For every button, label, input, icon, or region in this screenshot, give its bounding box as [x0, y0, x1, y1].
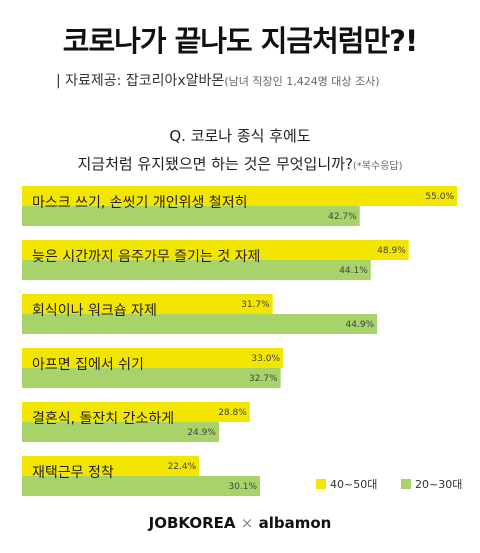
bar-age20-30-0 — [22, 206, 360, 226]
value-label-1-1: 44.1% — [339, 266, 368, 276]
bar-age20-30-3 — [22, 368, 281, 388]
logo-separator: × — [240, 514, 254, 532]
value-label-1-3: 32.7% — [249, 374, 278, 384]
value-label-1-4: 24.9% — [187, 428, 216, 438]
legend-label-1: 20~30대 — [415, 478, 462, 491]
legend-swatch-1 — [401, 479, 411, 489]
source-detail: (남녀 직장인 1,424명 대상 조사) — [224, 75, 380, 88]
value-label-0-2: 31.7% — [241, 300, 270, 310]
bar-age40-50-3 — [22, 348, 283, 368]
bar-age40-50-1 — [22, 240, 409, 260]
question-line2-wrap: 지금처럼 유지됐으면 하는 것은 무엇입니까?(*복수응답) — [0, 150, 480, 181]
category-label-4: 결혼식, 돌잔치 간소하게 — [32, 411, 174, 427]
category-label-1: 늦은 시간까지 음주가무 즐기는 것 자제 — [32, 249, 260, 265]
question-line2: 지금처럼 유지됐으면 하는 것은 무엇입니까? — [77, 155, 353, 173]
bar-age40-50-4 — [22, 402, 250, 422]
value-label-0-3: 33.0% — [251, 354, 280, 364]
value-label-1-0: 42.7% — [328, 212, 357, 222]
legend-swatch-0 — [316, 479, 326, 489]
value-label-0-5: 22.4% — [168, 462, 197, 472]
value-label-1-2: 44.9% — [346, 320, 375, 330]
value-label-0-1: 48.9% — [377, 246, 406, 256]
bar-age40-50-5 — [22, 456, 200, 476]
value-label-1-5: 30.1% — [228, 482, 257, 492]
question-block: Q. 코로나 종식 후에도 지금처럼 유지됐으면 하는 것은 무엇입니까?(*복… — [0, 122, 480, 181]
jobkorea-logo: JOBKOREA — [148, 514, 236, 532]
category-label-0: 마스크 쓰기, 손씻기 개인위생 철저히 — [32, 195, 247, 211]
question-line1: Q. 코로나 종식 후에도 — [169, 127, 311, 145]
bar-age20-30-4 — [22, 422, 219, 442]
albamon-logo: albamon — [258, 514, 332, 532]
value-label-0-4: 28.8% — [218, 408, 247, 418]
bar-age20-30-1 — [22, 260, 371, 280]
bar-age20-30-2 — [22, 314, 378, 334]
bar-age20-30-5 — [22, 476, 261, 496]
source-line: | 자료제공: 잡코리아x알바몬(남녀 직장인 1,424명 대상 조사) — [56, 70, 380, 90]
value-label-0-0: 55.0% — [425, 192, 454, 202]
legend-label-0: 40~50대 — [330, 478, 377, 491]
question-note: (*복수응답) — [352, 161, 403, 172]
category-label-3: 아프면 집에서 쉬기 — [32, 357, 144, 373]
bar-age40-50-0 — [22, 186, 457, 206]
footer-logos: JOBKOREA × albamon — [0, 514, 480, 532]
category-label-5: 재택근무 정착 — [32, 465, 114, 481]
page-title: 코로나가 끝나도 지금처럼만?! — [62, 24, 418, 58]
bar-age40-50-2 — [22, 294, 273, 314]
source-main: | 자료제공: 잡코리아x알바몬 — [56, 73, 225, 89]
category-label-2: 회식이나 워크숍 자제 — [32, 303, 157, 319]
